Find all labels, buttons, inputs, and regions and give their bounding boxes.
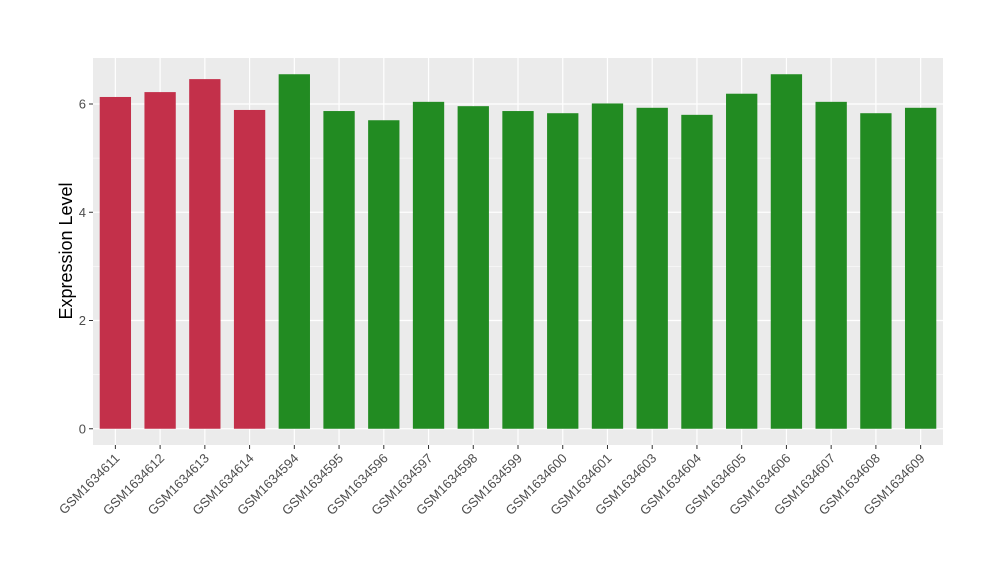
bar — [457, 106, 489, 429]
bar — [278, 74, 310, 429]
x-axis: GSM1634611GSM1634612GSM1634613GSM1634614… — [56, 445, 928, 518]
y-tick-label: 0 — [79, 421, 86, 436]
bar — [860, 113, 892, 429]
bar — [681, 114, 713, 429]
bar — [323, 111, 355, 429]
bar — [368, 120, 400, 429]
bar — [636, 107, 668, 429]
bar — [770, 74, 803, 429]
y-axis-title: Expression Level — [56, 182, 76, 319]
bar — [547, 113, 579, 429]
bar — [233, 109, 266, 429]
y-axis: 0 2 4 6 — [79, 97, 93, 436]
bars — [99, 74, 937, 429]
bar — [189, 79, 221, 429]
bar — [99, 96, 132, 429]
bar — [904, 107, 937, 429]
y-tick-label: 2 — [79, 313, 86, 328]
bar — [726, 93, 758, 429]
bar — [412, 101, 445, 429]
bar — [591, 103, 624, 429]
y-tick-label: 4 — [79, 205, 86, 220]
bar — [815, 101, 847, 429]
bar — [144, 92, 176, 429]
y-tick-label: 6 — [79, 97, 86, 112]
bar — [502, 111, 534, 429]
